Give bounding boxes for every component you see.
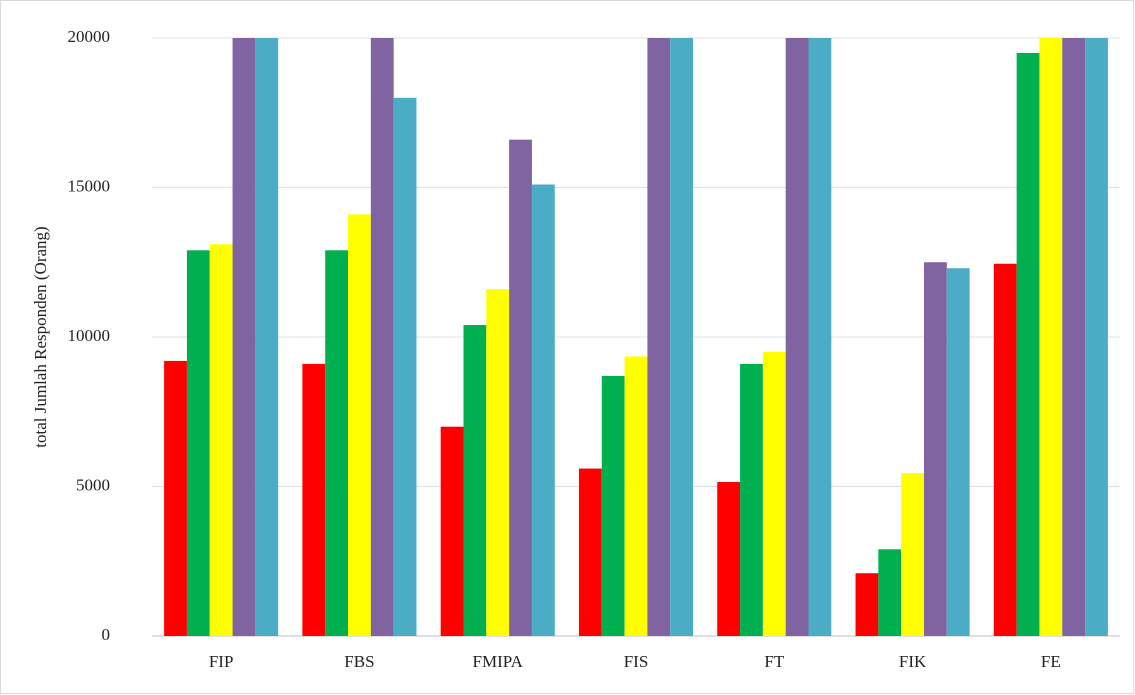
bar: [302, 363, 326, 636]
bar: [717, 482, 741, 636]
bar: [901, 473, 924, 636]
bar: [255, 38, 279, 636]
bar: [325, 250, 349, 637]
bar: [808, 38, 832, 636]
bar: [647, 38, 671, 636]
bar: [1085, 38, 1108, 636]
bar: [855, 573, 879, 636]
bar: [348, 214, 371, 636]
bar: [186, 250, 210, 637]
x-tick-label: FBS: [344, 652, 374, 671]
bar: [762, 351, 786, 636]
y-tick-label: 5000: [76, 475, 110, 494]
x-tick-label: FMIPA: [473, 652, 524, 671]
bar: [785, 38, 809, 636]
bar: [601, 375, 625, 636]
bar: [578, 468, 602, 636]
bar: [440, 426, 464, 636]
bar: [509, 139, 532, 636]
bar: [486, 289, 510, 636]
x-tick-label: FIP: [209, 652, 234, 671]
y-axis-label: total Jumlah Responden (Orang): [31, 226, 50, 447]
y-tick-label: 20000: [68, 27, 111, 46]
x-tick-label: FIS: [624, 652, 649, 671]
y-tick-label: 10000: [68, 326, 111, 345]
bar: [531, 184, 555, 636]
bar: [993, 263, 1017, 636]
x-tick-label: FT: [764, 652, 784, 671]
bar: [923, 262, 947, 636]
bar: [1062, 38, 1086, 636]
bar: [164, 360, 187, 636]
bar: [624, 356, 648, 636]
bar: [740, 363, 763, 636]
y-tick-label: 15000: [68, 176, 111, 195]
bar: [670, 38, 694, 636]
y-tick-label: 0: [102, 625, 111, 644]
bar: [463, 325, 487, 636]
bar: [878, 549, 902, 636]
bar: [370, 38, 394, 636]
bar: [393, 97, 417, 637]
x-tick-label: FE: [1041, 652, 1061, 671]
x-tick-label: FIK: [899, 652, 927, 671]
bar: [946, 268, 970, 636]
bar: [1039, 38, 1063, 636]
bar: [1016, 52, 1040, 636]
bar: [232, 38, 256, 636]
bar: [209, 244, 233, 636]
